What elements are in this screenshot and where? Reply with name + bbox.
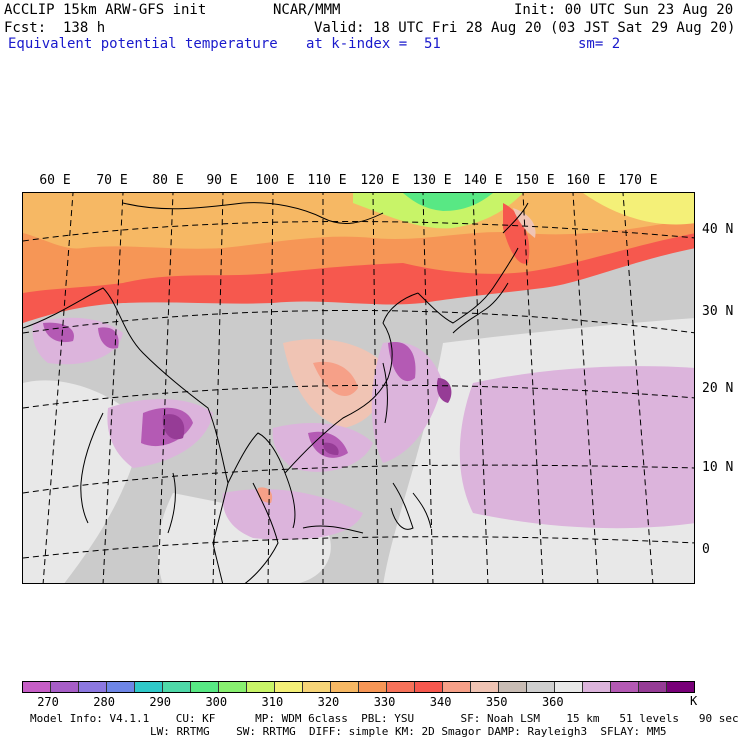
colorbar-swatch — [443, 682, 471, 692]
lon-label: 140 E — [463, 173, 503, 188]
colorbar-swatch — [247, 682, 275, 692]
level-index: at k-index = 51 — [306, 36, 441, 52]
lon-label: 150 E — [515, 173, 555, 188]
lat-label: 30 N — [702, 304, 734, 319]
center-name: NCAR/MMM — [273, 2, 341, 18]
colorbar-label: 360 — [541, 695, 564, 709]
colorbar-swatch — [191, 682, 219, 692]
colorbar-swatch — [135, 682, 163, 692]
colorbar-label: 330 — [373, 695, 396, 709]
colorbar-label: 270 — [37, 695, 59, 709]
colorbar-swatch — [471, 682, 499, 692]
colorbar-label: 300 — [205, 695, 228, 709]
lat-label: 10 N — [702, 460, 734, 475]
colorbar-label: 310 — [261, 695, 284, 709]
colorbar-swatch — [639, 682, 667, 692]
colorbar-swatch — [79, 682, 107, 692]
lat-label: 0 — [702, 542, 710, 557]
lat-label: 40 N — [702, 222, 734, 237]
colorbar-swatch — [359, 682, 387, 692]
lon-label: 120 E — [360, 173, 400, 188]
colorbar-label: 320 — [317, 695, 340, 709]
colorbar-label: 340 — [429, 695, 452, 709]
valid-time: Valid: 18 UTC Fri 28 Aug 20 (03 JST Sat … — [314, 20, 736, 36]
lon-label: 80 E — [152, 173, 184, 188]
colorbar-label: 350 — [485, 695, 508, 709]
lon-label: 170 E — [618, 173, 658, 188]
lon-label: 100 E — [255, 173, 295, 188]
colorbar-swatch — [107, 682, 135, 692]
colorbar-swatch — [163, 682, 191, 692]
lon-label: 130 E — [412, 173, 452, 188]
colorbar-swatch — [219, 682, 247, 692]
model-title: ACCLIP 15km ARW-GFS init — [4, 2, 207, 18]
colorbar-swatch — [23, 682, 51, 692]
colorbar-swatch — [499, 682, 527, 692]
colorbar-swatch — [611, 682, 639, 692]
map-field — [23, 193, 694, 583]
smoothing: sm= 2 — [578, 36, 621, 52]
lon-label: 70 E — [96, 173, 128, 188]
lon-label: 90 E — [206, 173, 238, 188]
colorbar-swatch — [331, 682, 359, 692]
field-name: Equivalent potential temperature — [8, 36, 278, 52]
colorbar-unit: K — [690, 694, 698, 708]
colorbar-swatch — [527, 682, 555, 692]
model-info-line1: Model Info: V4.1.1 CU: KF MP: WDM 6class… — [30, 712, 739, 725]
lon-label: 160 E — [566, 173, 606, 188]
theta-e-map — [22, 192, 695, 584]
model-info-line2: LW: RRTMG SW: RRTMG DIFF: simple KM: 2D … — [150, 725, 667, 738]
colorbar-label: 290 — [149, 695, 172, 709]
colorbar-swatch — [51, 682, 79, 692]
colorbar-swatch — [387, 682, 415, 692]
colorbar-swatch — [303, 682, 331, 692]
colorbar-label: 280 — [93, 695, 115, 709]
colorbar-swatch — [415, 682, 443, 692]
colorbar — [22, 681, 695, 693]
colorbar-swatch — [583, 682, 611, 692]
colorbar-swatch — [555, 682, 583, 692]
colorbar-swatch — [667, 682, 694, 692]
forecast-hour: Fcst: 138 h — [4, 20, 106, 36]
init-time: Init: 00 UTC Sun 23 Aug 20 — [514, 2, 734, 18]
lat-label: 20 N — [702, 381, 734, 396]
colorbar-swatch — [275, 682, 303, 692]
lon-label: 60 E — [39, 173, 71, 188]
lon-label: 110 E — [307, 173, 347, 188]
